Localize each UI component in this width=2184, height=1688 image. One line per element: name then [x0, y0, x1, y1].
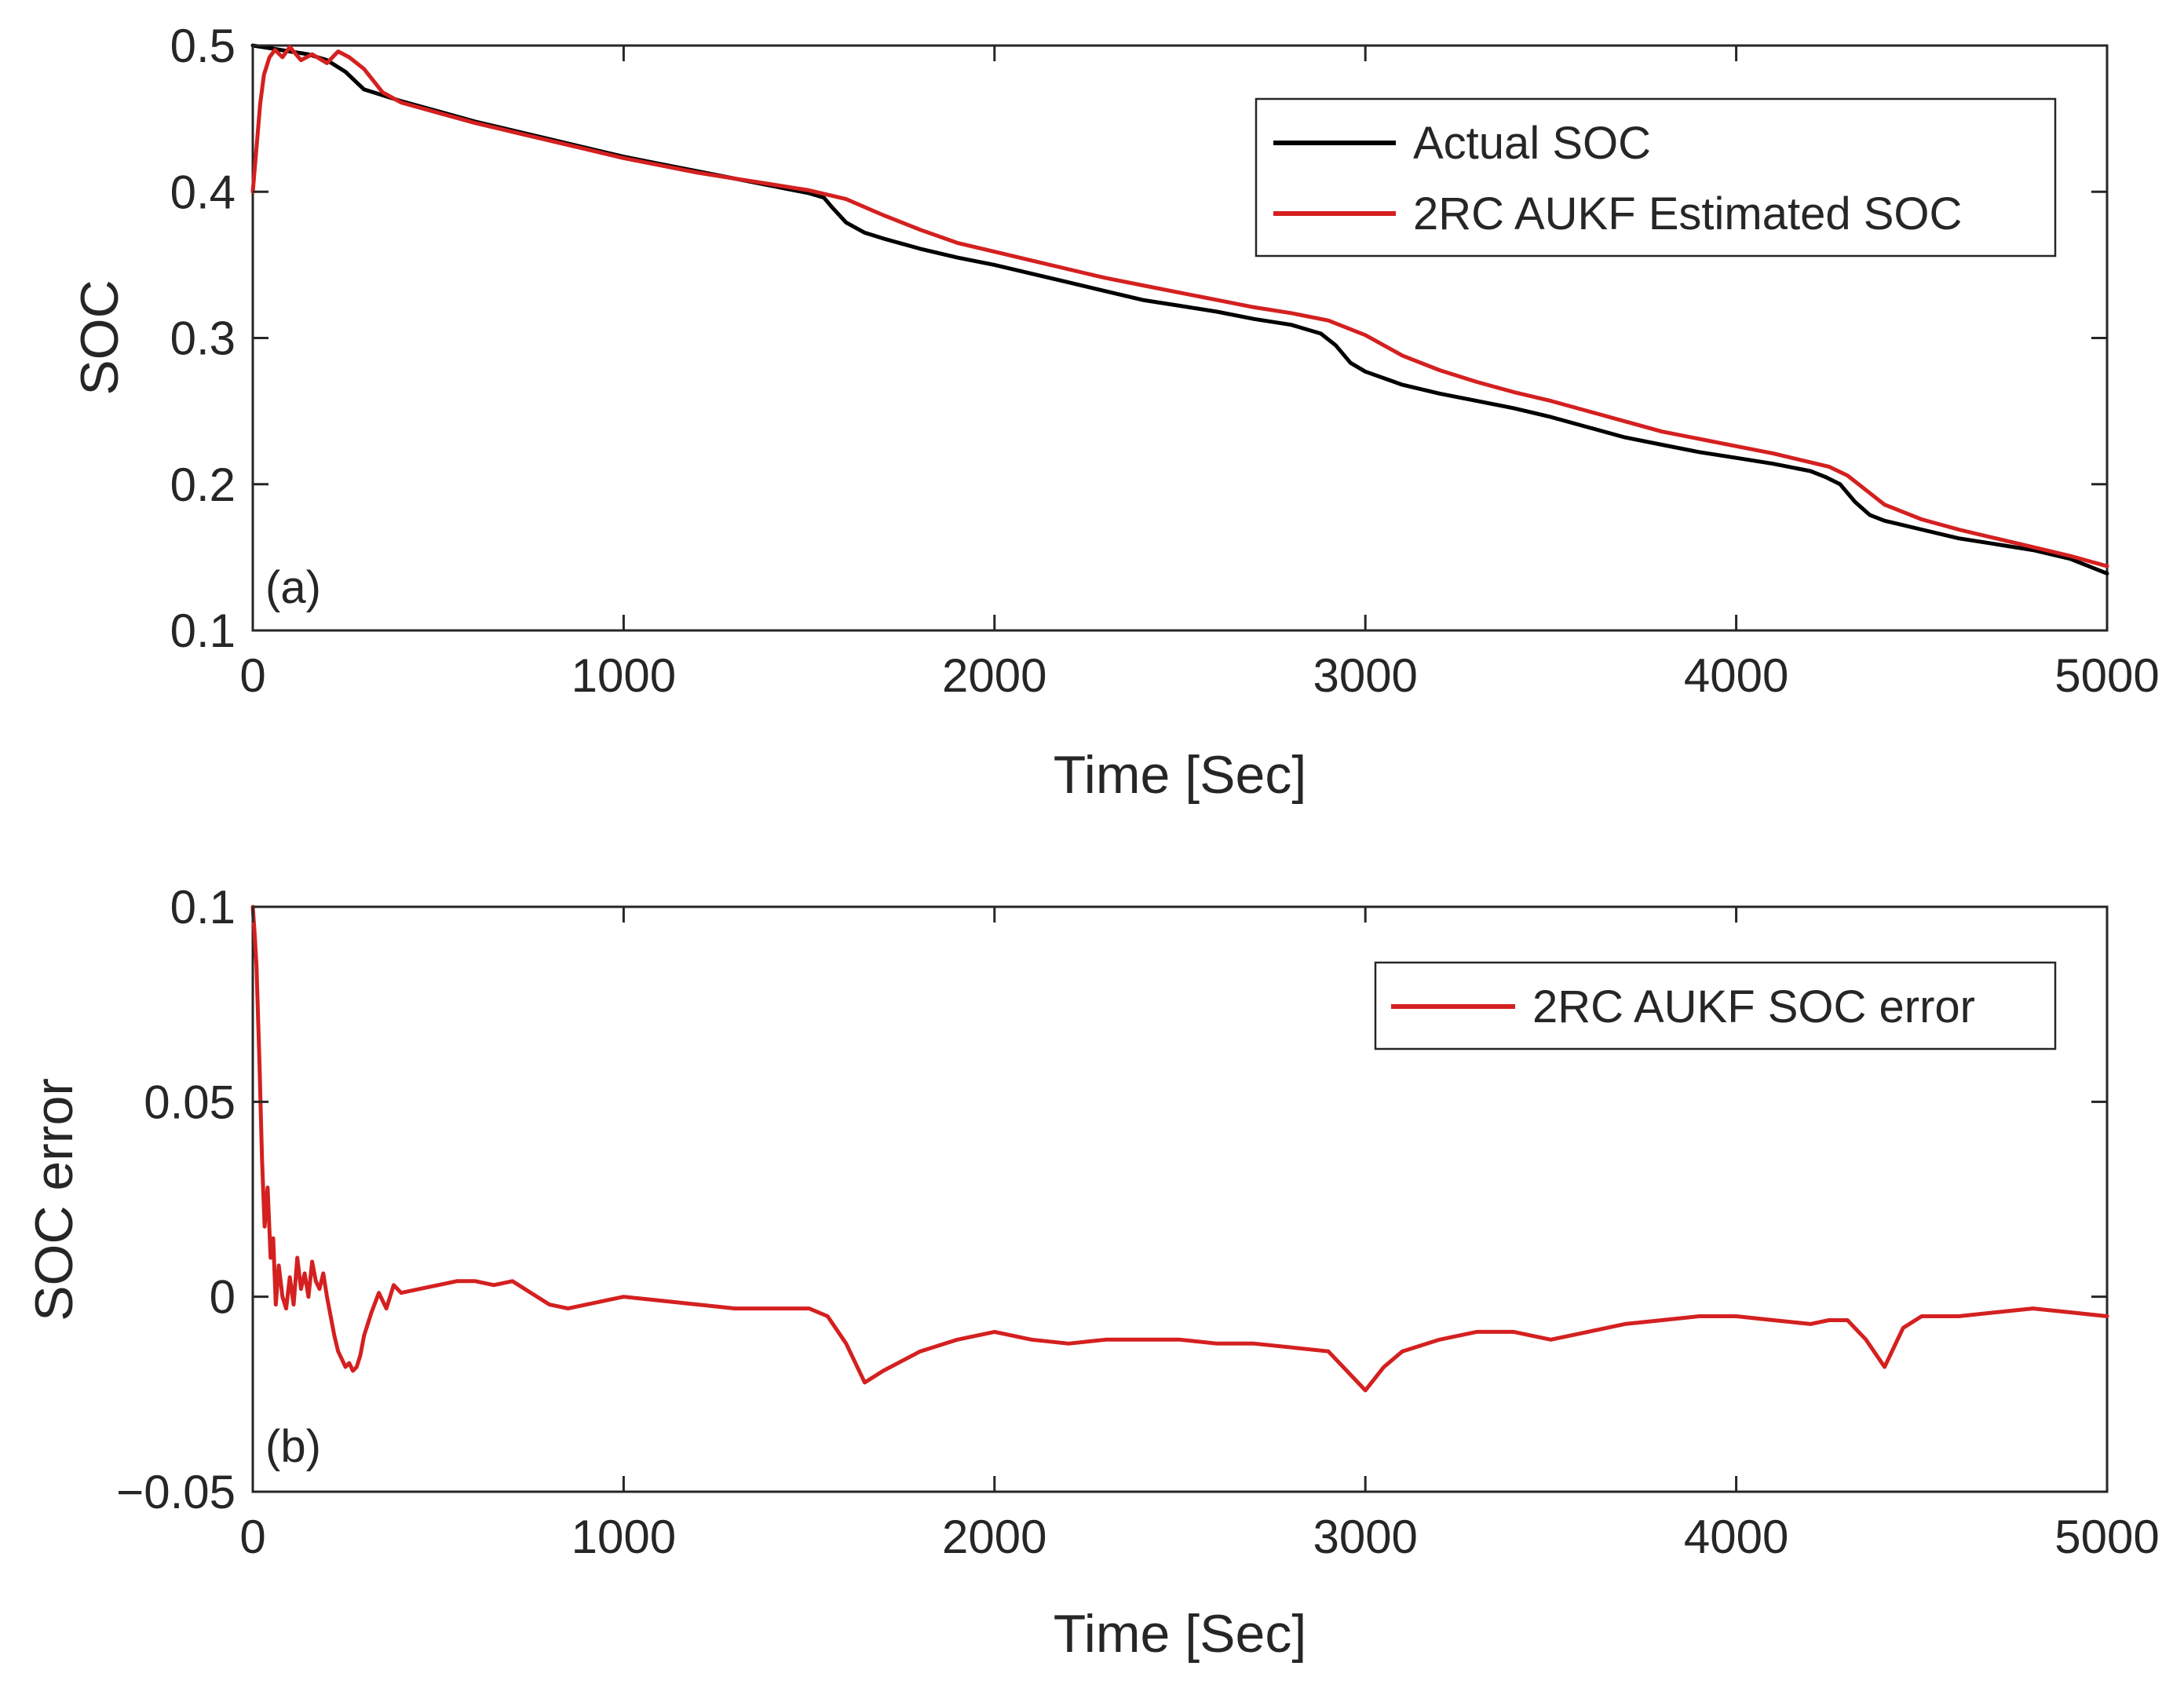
panel-b-series-group: [250, 904, 2109, 1393]
panel-a-y-tick-label: 0.4: [170, 166, 236, 218]
panel-a-ticks-group: 0 1000 2000 3000 4000 5000 0.1 0.2 0.3 0.4 0.5: [170, 20, 2160, 702]
panel-a-x-axis-title: Time [Sec]: [1054, 745, 1306, 805]
panel-a-y-tick-label: 0.5: [170, 20, 236, 72]
panel-a-y-tick-label: 0.1: [170, 605, 236, 657]
panel-a-soc-chart: 0 1000 2000 3000 4000 5000 0.1 0.2 0.3 0.4 0.5 Act…: [70, 20, 2160, 805]
panel-b-x-tick-label: 2000: [942, 1511, 1046, 1563]
panel-b-y-tick-label: −0.05: [116, 1466, 236, 1518]
panel-b-y-tick-label: 0.1: [170, 881, 236, 934]
panel-a-x-tick-label: 1000: [572, 649, 676, 702]
legend-label-actual-soc: Actual SOC: [1413, 118, 1651, 169]
panel-a-x-tick-label: 3000: [1313, 649, 1417, 702]
panel-b-x-tick-label: 3000: [1313, 1511, 1417, 1563]
panel-a-y-tick-label: 0.3: [170, 312, 236, 365]
panel-b-x-tick-label: 4000: [1684, 1511, 1788, 1563]
panel-b-series-2rc-aukf-soc-error: [250, 904, 2109, 1393]
panel-b-x-tick-label: 1000: [572, 1511, 676, 1563]
panel-a-series-2rc-aukf-estimated-soc: [250, 45, 2109, 568]
panel-b-x-tick-label: 5000: [2054, 1511, 2159, 1563]
panel-b-x-axis-title: Time [Sec]: [1054, 1604, 1306, 1664]
panel-a-tag: (a): [265, 562, 321, 613]
panel-a-y-axis-title: SOC: [70, 280, 130, 395]
legend-label-soc-error: 2RC AUKF SOC error: [1532, 981, 1975, 1032]
panel-b-x-tick-label: 0: [239, 1511, 265, 1563]
panel-a-legend: Actual SOC 2RC AUKF Estimated SOC: [1255, 97, 2057, 258]
panel-a-y-tick-label: 0.2: [170, 459, 236, 511]
panel-a-series-group: [250, 43, 2109, 575]
panel-b-y-tick-label: 0: [210, 1271, 236, 1324]
panel-a-x-tick-label: 4000: [1684, 649, 1788, 702]
panel-b-tag: (b): [265, 1421, 321, 1472]
panel-b-y-tick-label: 0.05: [144, 1076, 236, 1128]
panel-b-plot-frame: [251, 905, 2109, 1493]
legend-label-estimated-soc: 2RC AUKF Estimated SOC: [1413, 188, 1962, 239]
panel-a-x-tick-label: 2000: [942, 649, 1046, 702]
panel-b-y-axis-title: SOC error: [24, 1078, 84, 1321]
panel-a-x-tick-label: 5000: [2054, 649, 2159, 702]
panel-a-legend-box: [1255, 97, 2057, 258]
panel-a-x-tick-label: 0: [239, 649, 265, 702]
panel-b-legend: 2RC AUKF SOC error: [1374, 961, 2057, 1050]
